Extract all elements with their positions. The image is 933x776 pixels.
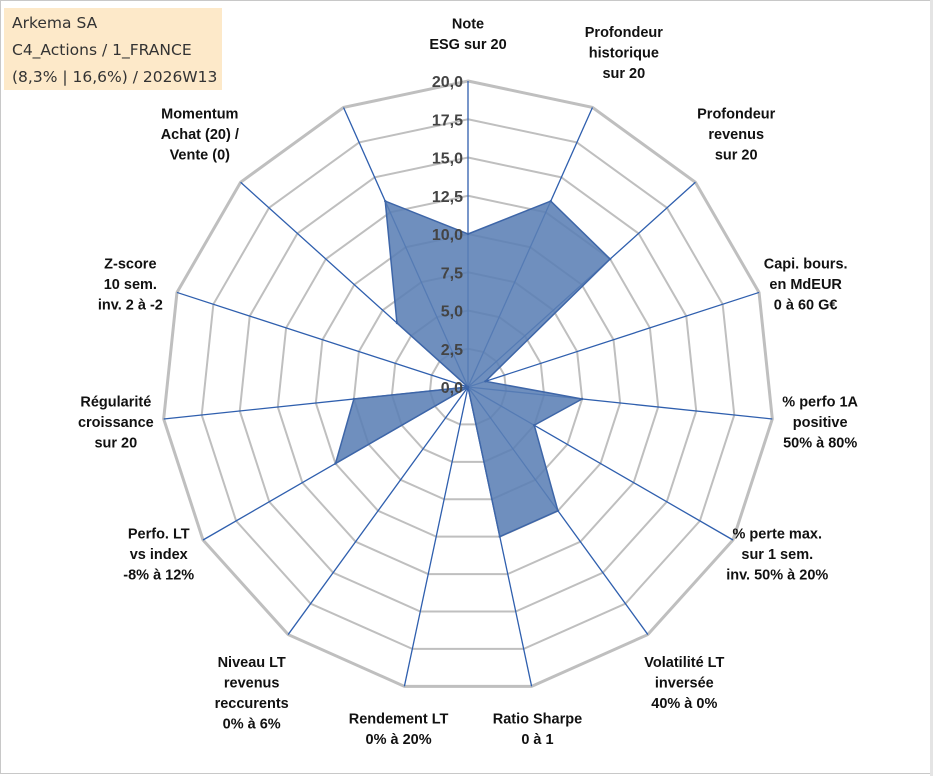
axis-label-line: inv. 50% à 20% — [726, 568, 828, 584]
data-point — [352, 397, 356, 401]
grid-ring — [238, 156, 698, 613]
radar-spoke — [403, 386, 469, 687]
company-name: Arkema SA — [12, 14, 98, 32]
grid-ring — [162, 79, 774, 688]
axis-label-line: 10 sem. — [104, 277, 157, 293]
vertical-scrollbar[interactable] — [930, 0, 933, 776]
grid-ring — [352, 271, 584, 501]
data-point — [384, 199, 387, 203]
axis-label-line: Volatilité LT — [644, 655, 724, 671]
axis-label-line: % perfo 1A — [782, 394, 858, 410]
axis-label: Profondeur revenus sur 20 — [697, 107, 775, 164]
axis-label-line: Achat (20) / — [161, 127, 239, 143]
data-point — [334, 462, 337, 465]
radial-tick-label: 20,0 — [432, 74, 463, 91]
data-point — [395, 321, 399, 325]
axis-label-line: inv. 2 à -2 — [98, 297, 163, 313]
axis-label: Ratio Sharpe 0 à 1 — [493, 712, 582, 749]
axis-label-line: 0 à 1 — [521, 732, 553, 748]
axis-label-line: Ratio Sharpe — [493, 712, 582, 728]
axis-label: Capi. bours. en MdEUR 0 à 60 G€ — [764, 256, 848, 313]
axis-label: Z-score 10 sem. inv. 2 à -2 — [98, 256, 163, 313]
axis-label-line: 50% à 80% — [783, 435, 857, 451]
axis-label-line: historique — [589, 45, 659, 61]
radial-tick-label: 0,0 — [441, 380, 463, 397]
data-point — [608, 257, 612, 261]
weights-and-week: (8,3% | 16,6%) / 2026W13 — [12, 68, 218, 86]
axis-label-line: Z-score — [104, 256, 156, 272]
axis-label-line: sur 20 — [602, 66, 645, 82]
grid-ring — [314, 232, 622, 538]
axis-label-line: Profondeur — [585, 25, 663, 41]
radar-spoke — [176, 291, 469, 388]
radial-tick-label: 2,5 — [441, 342, 463, 359]
axis-label-line: sur 20 — [94, 435, 137, 451]
axis-label: Régularité croissance sur 20 — [78, 394, 154, 451]
grid-ring — [200, 118, 736, 650]
axis-label: Niveau LT revenus reccurents 0% à 6% — [215, 655, 289, 733]
axis-label-line: Rendement LT — [349, 712, 449, 728]
axis-label: Volatilité LT inversée 40% à 0% — [644, 655, 724, 712]
axis-label-line: Régularité — [80, 394, 151, 410]
axis-label-line: vs index — [130, 547, 188, 563]
radial-tick-label: 17,5 — [432, 112, 463, 129]
axis-label: % perfo 1A positive 50% à 80% — [782, 394, 858, 451]
data-point — [484, 380, 487, 383]
radar-grid — [162, 79, 774, 688]
radar-spoke — [467, 291, 760, 388]
axis-label: Profondeur historique sur 20 — [585, 25, 663, 82]
data-point — [466, 232, 470, 236]
radial-tick-label: 5,0 — [441, 304, 463, 321]
axis-label-line: % perte max. — [733, 527, 822, 543]
axis-label-line: Niveau LT — [218, 655, 286, 671]
data-point — [466, 385, 470, 389]
axis-label-line: Profondeur — [697, 107, 775, 123]
radial-tick-label: 10,0 — [432, 227, 463, 244]
axis-label-line: sur 1 sem. — [741, 547, 813, 563]
axis-label-line: inversée — [655, 676, 714, 692]
portfolio-path: C4_Actions / 1_FRANCE — [12, 41, 192, 59]
axis-label: Perfo. LT vs index -8% à 12% — [123, 527, 194, 584]
axis-label-line: Momentum — [161, 107, 238, 123]
axis-label-line: Perfo. LT — [128, 527, 190, 543]
data-point — [549, 199, 552, 203]
axis-label-line: positive — [793, 415, 848, 431]
radar-series — [334, 199, 612, 538]
axis-label: Rendement LT 0% à 20% — [349, 712, 449, 749]
data-point — [498, 535, 502, 538]
radial-tick-label: 12,5 — [432, 189, 463, 206]
axis-label-line: Note — [452, 17, 484, 33]
axis-label-line: 40% à 0% — [651, 696, 717, 712]
grid-ring — [390, 309, 546, 463]
axis-label-line: reccurents — [215, 696, 289, 712]
info-box: Arkema SA C4_Actions / 1_FRANCE (8,3% | … — [4, 8, 222, 90]
data-point — [556, 509, 560, 512]
axis-label-line: ESG sur 20 — [429, 37, 506, 53]
series-area — [334, 199, 612, 538]
axis-label-line: 0% à 6% — [223, 717, 281, 733]
grid-ring — [276, 194, 660, 576]
data-point — [580, 397, 584, 401]
axis-label-line: Capi. bours. — [764, 256, 848, 272]
axis-label-line: Vente (0) — [170, 148, 231, 164]
axis-labels: Note ESG sur 20 Profondeur historique sur 20… — [78, 17, 859, 749]
axis-label: Note ESG sur 20 — [429, 17, 506, 54]
radar-spoke — [287, 386, 469, 635]
radial-tick-labels: 0,0 2,5 5,0 7,5 10,0 12,5 15,0 17,5 20,0 — [432, 74, 463, 397]
axis-label: % perte max. sur 1 sem. inv. 50% à 20% — [726, 527, 828, 584]
axis-label-line: croissance — [78, 415, 154, 431]
axis-label-line: revenus — [708, 127, 764, 143]
grid-ring — [428, 347, 508, 426]
radial-tick-label: 15,0 — [432, 151, 463, 168]
axis-label: Momentum Achat (20) / Vente (0) — [161, 107, 239, 164]
axis-label-line: -8% à 12% — [123, 568, 194, 584]
axis-label-line: 0% à 20% — [366, 732, 432, 748]
radial-tick-label: 7,5 — [441, 265, 463, 282]
axis-label-line: 0 à 60 G€ — [774, 297, 838, 313]
data-point — [533, 424, 536, 427]
axis-label-line: en MdEUR — [769, 277, 842, 293]
axis-label-line: revenus — [224, 676, 280, 692]
axis-label-line: sur 20 — [715, 148, 758, 164]
